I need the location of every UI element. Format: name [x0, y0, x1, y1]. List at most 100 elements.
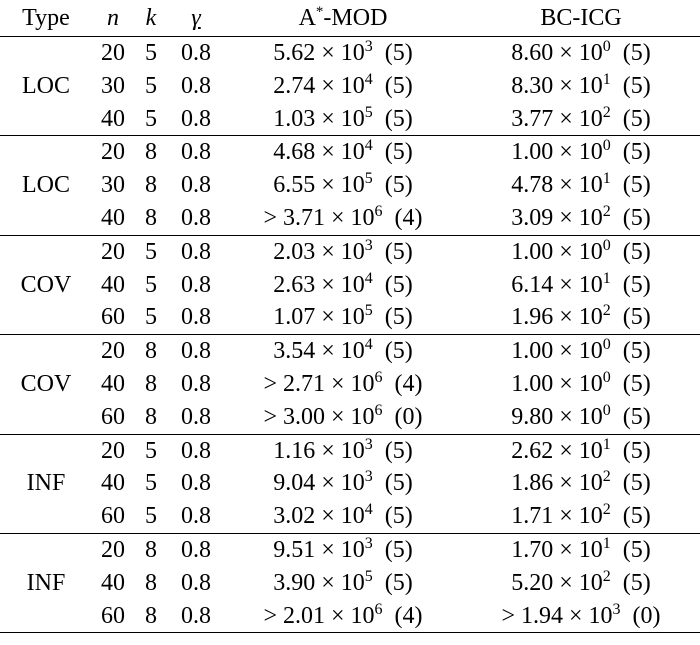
- cell-n: 40: [101, 470, 125, 497]
- exponent: 0: [602, 38, 611, 55]
- table-row: INF 40 5 0.8 9.04 × 103 (5) 1.86 × 102 (5): [0, 467, 700, 500]
- cell-astar-mod: 1.16 × 103 (5): [273, 435, 413, 464]
- solved-count: (5): [622, 40, 651, 66]
- mantissa: 5.20: [511, 569, 554, 596]
- mantissa: 4.68: [273, 139, 316, 166]
- table-row: 60 8 0.8 > 2.01 × 106 (4) > 1.94 × 103 (0): [0, 599, 700, 634]
- cell-astar-mod: 2.74 × 104 (5): [273, 70, 413, 99]
- row-group: 20 5 0.8 2.03 × 103 (5) 1.00 × 100 (5) COV 40 5…: [0, 235, 700, 336]
- mantissa: 1.94: [521, 602, 563, 629]
- mantissa: 3.54: [273, 338, 316, 365]
- cell-astar-mod: 3.54 × 104 (5): [273, 336, 413, 365]
- row-group: 20 8 0.8 3.54 × 104 (5) 1.00 × 100 (5) COV 40 8…: [0, 335, 700, 435]
- solved-count: (4): [394, 204, 423, 231]
- cell-n: 40: [101, 370, 125, 397]
- mantissa: 9.51: [273, 536, 316, 563]
- cell-type: [0, 102, 92, 137]
- exponent: 6: [374, 202, 383, 220]
- exponent: 1: [602, 534, 611, 552]
- exponent: 0: [602, 236, 611, 254]
- cell-bc-icg: 6.14 × 101 (5): [511, 269, 651, 298]
- header-type: Type: [0, 0, 92, 37]
- cell-gamma: 0.8: [181, 338, 211, 365]
- cell-type: [0, 37, 92, 70]
- cell-k: 8: [145, 139, 157, 166]
- cell-k: 5: [145, 40, 157, 66]
- cell-k: 8: [134, 400, 168, 435]
- solved-count: (5): [384, 139, 413, 166]
- header-k: k: [134, 0, 168, 37]
- solved-count: (5): [384, 569, 413, 596]
- table-header: Type n k γ A*-MOD BC-ICG: [0, 0, 700, 37]
- cell-k: 5: [145, 470, 157, 497]
- cell-gamma: 0.8: [181, 437, 211, 464]
- mantissa: 2.03: [273, 238, 316, 265]
- mantissa: 3.90: [273, 569, 316, 596]
- cell-gamma: 0.8: [181, 470, 211, 497]
- mantissa: 1.00: [511, 238, 554, 265]
- exponent: 0: [602, 401, 611, 419]
- solved-count: (5): [622, 204, 651, 231]
- cell-n: 20: [101, 338, 125, 365]
- cell-bc-icg: 2.62 × 101 (5): [511, 435, 651, 464]
- cell-type: [0, 335, 92, 368]
- solved-count: (4): [394, 602, 423, 629]
- cell-type: LOC: [22, 172, 70, 199]
- cell-n: 30: [101, 72, 125, 99]
- table-row: COV 40 8 0.8 > 2.71 × 106 (4) 1.00 × 100 (5): [0, 368, 700, 401]
- solved-count: (5): [622, 437, 651, 464]
- cell-astar-mod: 6.55 × 105 (5): [273, 170, 413, 199]
- bound-sign: >: [263, 403, 277, 430]
- cell-k: 5: [134, 102, 168, 137]
- table-row: 20 5 0.8 5.62 × 103 (5) 8.60 × 100 (5): [0, 37, 700, 70]
- solved-count: (5): [622, 105, 651, 132]
- table-row: 20 5 0.8 1.16 × 103 (5) 2.62 × 101 (5): [0, 434, 700, 467]
- cell-astar-mod: 5.62 × 103 (5): [273, 38, 413, 67]
- exponent: 4: [364, 501, 373, 519]
- cell-astar-mod: > 2.01 × 106 (4): [224, 599, 462, 634]
- mantissa: 9.80: [511, 403, 554, 430]
- bound-sign: >: [263, 204, 277, 231]
- solved-count: (5): [622, 72, 651, 99]
- cell-gamma: 0.8: [168, 400, 224, 435]
- cell-n: 60: [92, 599, 134, 634]
- mantissa: 6.14: [511, 271, 554, 298]
- table-row: LOC 30 8 0.8 6.55 × 105 (5) 4.78 × 101 (5): [0, 169, 700, 202]
- exponent: 1: [602, 269, 611, 287]
- exponent: 3: [364, 236, 373, 254]
- exponent: 4: [364, 137, 373, 155]
- table-row: COV 40 5 0.8 2.63 × 104 (5) 6.14 × 101 (5): [0, 269, 700, 302]
- table-row: 60 8 0.8 > 3.00 × 106 (0) 9.80 × 100 (5): [0, 400, 700, 435]
- header-row: Type n k γ A*-MOD BC-ICG: [0, 0, 700, 37]
- cell-bc-icg: 5.20 × 102 (5): [511, 567, 651, 596]
- cell-astar-mod: 3.02 × 104 (5): [224, 500, 462, 534]
- solved-count: (5): [384, 172, 413, 199]
- cell-k: 8: [145, 172, 157, 199]
- table-row: 40 8 0.8 > 3.71 × 106 (4) 3.09 × 102 (5): [0, 201, 700, 236]
- solved-count: (0): [394, 403, 423, 430]
- cell-astar-mod: 9.51 × 103 (5): [273, 534, 413, 563]
- header-gamma-symbol: γ: [191, 4, 201, 31]
- solved-count: (5): [622, 503, 651, 530]
- cell-k: 5: [134, 301, 168, 336]
- exponent: 4: [364, 336, 373, 354]
- table-row: 20 5 0.8 2.03 × 103 (5) 1.00 × 100 (5): [0, 235, 700, 268]
- cell-astar-mod: 3.90 × 105 (5): [273, 567, 413, 596]
- exponent: 0: [602, 368, 611, 386]
- cell-type: INF: [26, 470, 66, 497]
- solved-count: (5): [622, 271, 651, 298]
- mantissa: 8.60: [511, 40, 554, 66]
- cell-type: [0, 434, 92, 467]
- cell-n: 60: [92, 301, 134, 336]
- cell-bc-icg: 1.71 × 102 (5): [462, 500, 700, 534]
- exponent: 1: [602, 170, 611, 188]
- cell-n: 60: [92, 500, 134, 534]
- cell-k: 8: [134, 599, 168, 634]
- mantissa: 2.71: [283, 370, 325, 397]
- mantissa: 1.70: [511, 536, 554, 563]
- bound-sign: >: [263, 602, 277, 629]
- cell-bc-icg: 1.96 × 102 (5): [462, 301, 700, 336]
- row-group: 20 5 0.8 5.62 × 103 (5) 8.60 × 100 (5) LOC 30 5…: [0, 37, 700, 137]
- cell-astar-mod: > 2.71 × 106 (4): [263, 368, 423, 397]
